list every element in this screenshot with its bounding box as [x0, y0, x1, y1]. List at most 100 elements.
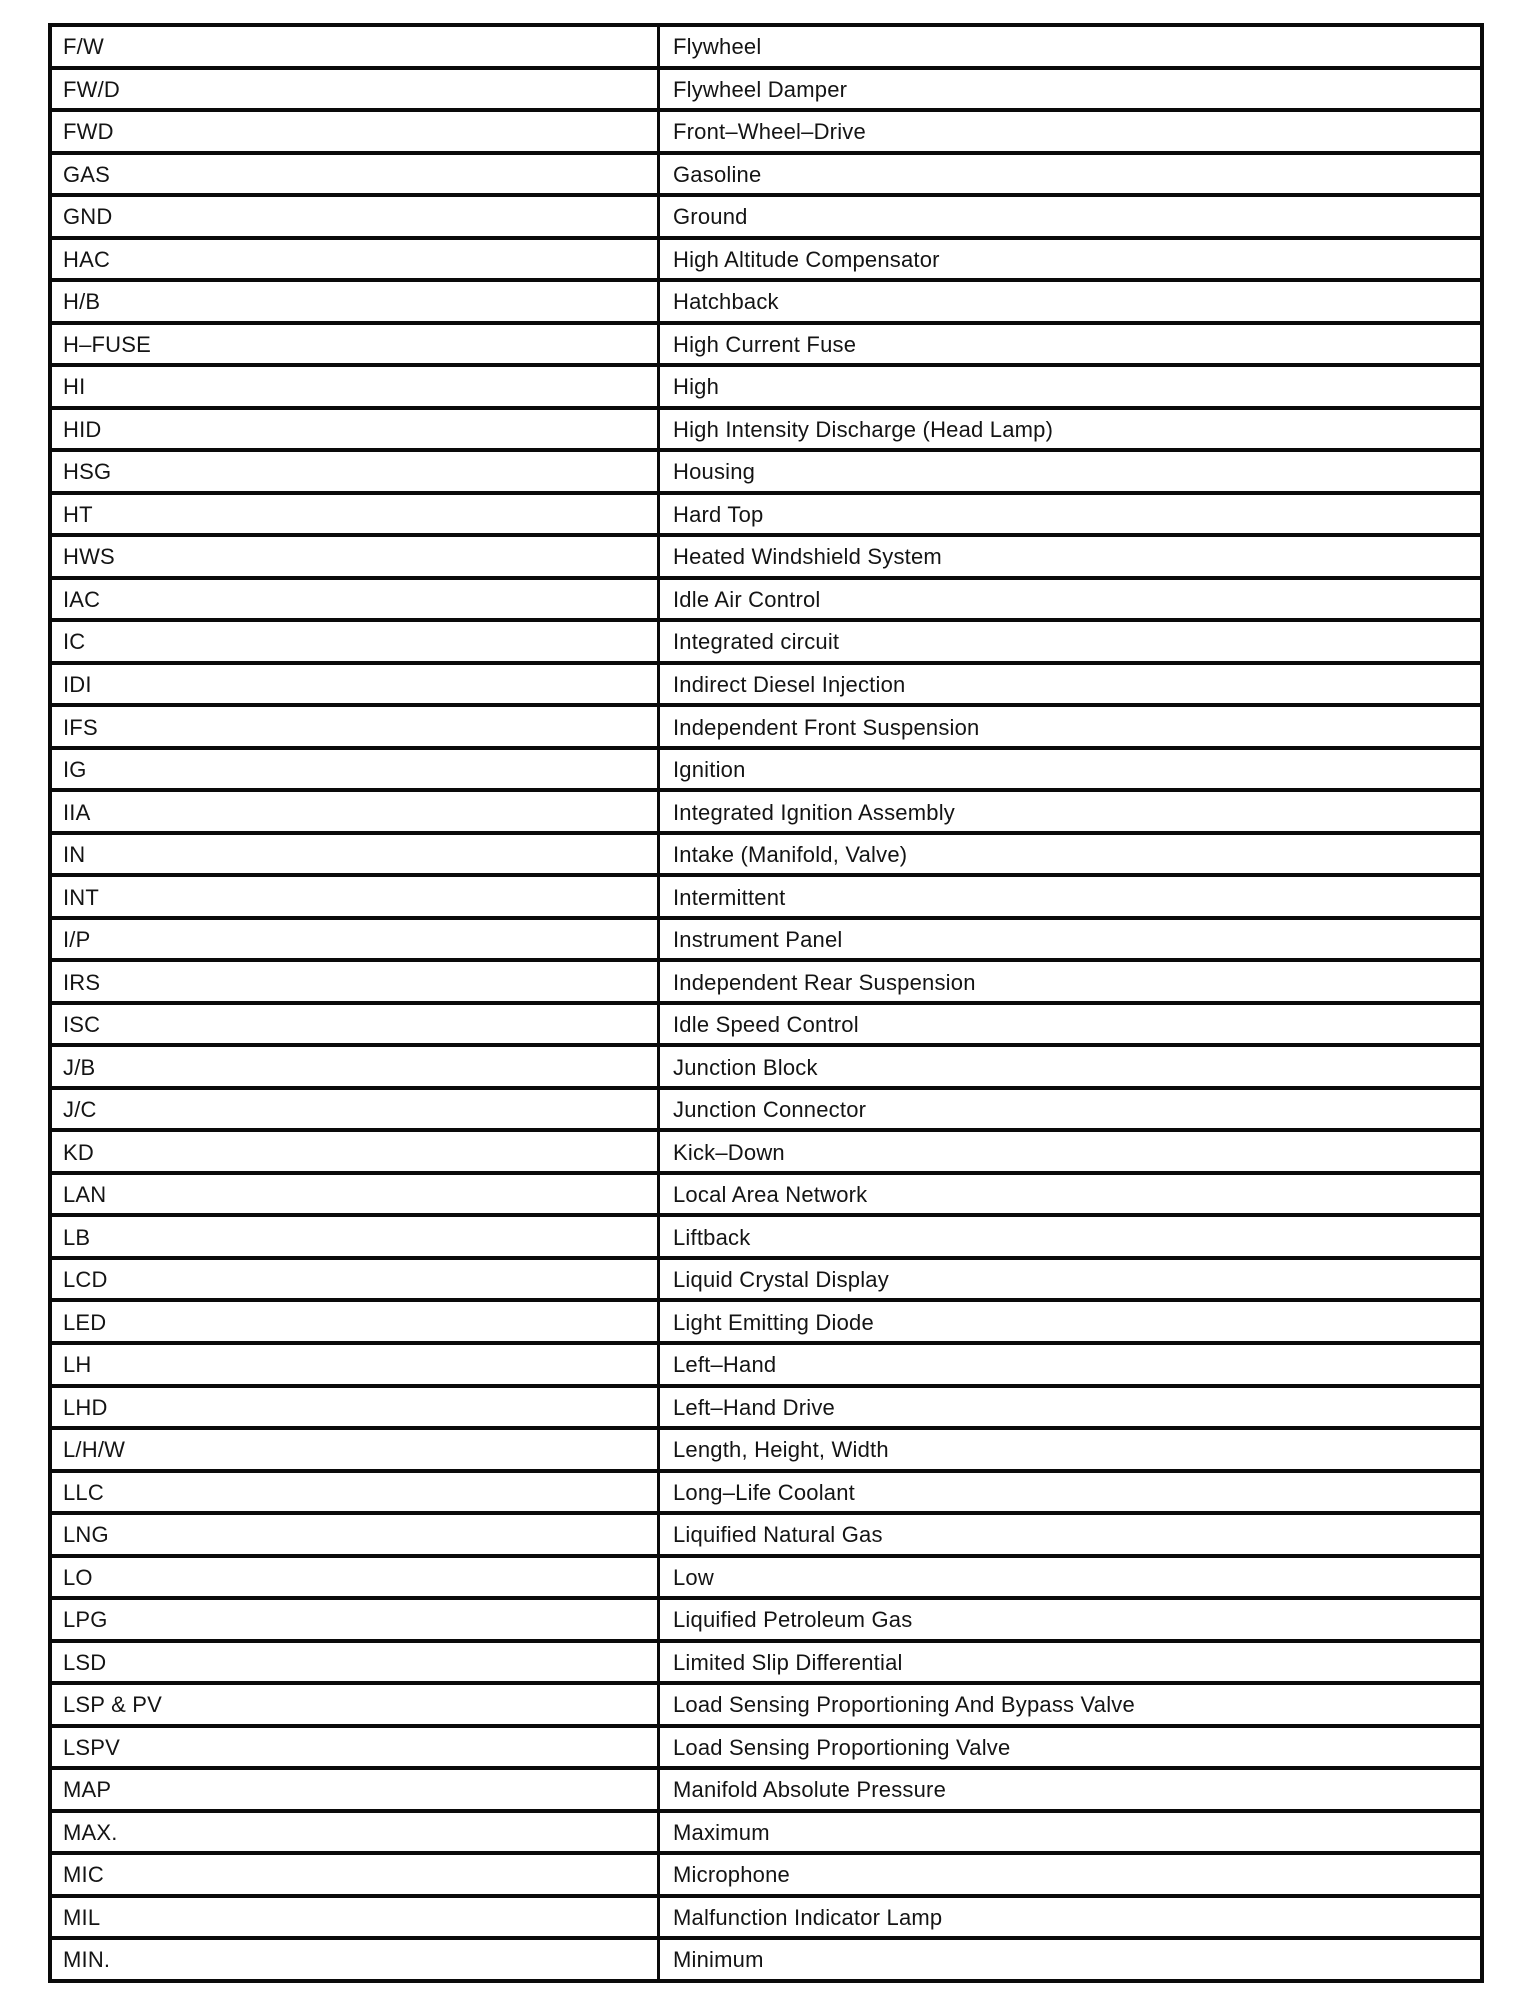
table-row: I/P Instrument Panel — [52, 919, 1480, 963]
table-row: HI High — [52, 367, 1480, 410]
abbreviation-cell: L/H/W — [52, 1430, 660, 1469]
abbreviation-cell: FWD — [52, 112, 660, 151]
table-row: LPG Liquified Petroleum Gas — [52, 1600, 1480, 1643]
meaning-cell: Ground — [673, 204, 748, 230]
abbreviation-cell: IDI — [52, 664, 660, 704]
table-row: J/B Junction Block — [52, 1047, 1480, 1090]
meaning-cell: Length, Height, Width — [673, 1437, 889, 1463]
abbreviation-cell: J/B — [52, 1047, 660, 1086]
meaning-cell: Ignition — [673, 757, 746, 783]
meaning-cell: Limited Slip Differential — [673, 1649, 903, 1675]
table-row: J/C Junction Connector — [52, 1089, 1480, 1133]
meaning-cell: Liquified Natural Gas — [673, 1522, 883, 1548]
meaning-cell: Load Sensing Proportioning And Bypass Va… — [673, 1692, 1135, 1718]
meaning-cell: Local Area Network — [673, 1182, 868, 1208]
meaning-cell: Low — [673, 1564, 714, 1590]
table-row: LHD Left–Hand Drive — [52, 1387, 1480, 1431]
table-row: IAC Idle Air Control — [52, 579, 1480, 623]
table-row: IIA Integrated Ignition Assembly — [52, 792, 1480, 835]
table-row: KD Kick–Down — [52, 1132, 1480, 1175]
meaning-cell: Light Emitting Diode — [673, 1309, 874, 1335]
table-row: HT Hard Top — [52, 494, 1480, 538]
table-row: INT Intermittent — [52, 877, 1480, 920]
abbreviation-cell: ISC — [52, 1004, 660, 1044]
abbreviation-cell: IC — [52, 622, 660, 661]
abbreviation-cell: LNG — [52, 1515, 660, 1554]
meaning-cell: Integrated circuit — [673, 629, 840, 655]
table-row: IRS Independent Rear Suspension — [52, 962, 1480, 1005]
abbreviation-cell: KD — [52, 1132, 660, 1171]
meaning-cell: Independent Rear Suspension — [673, 969, 976, 995]
meaning-cell: High Current Fuse — [673, 331, 857, 357]
table-row: LO Low — [52, 1557, 1480, 1601]
meaning-cell: Load Sensing Proportioning Valve — [673, 1734, 1011, 1760]
abbreviation-cell: LH — [52, 1344, 660, 1384]
abbreviation-cell: LSD — [52, 1642, 660, 1682]
abbreviation-cell: MAX. — [52, 1812, 660, 1852]
meaning-cell: Gasoline — [673, 161, 762, 187]
table-row: F/W Flywheel — [52, 27, 1480, 70]
table-row: H/B Hatchback — [52, 282, 1480, 325]
abbreviation-cell: LHD — [52, 1387, 660, 1427]
meaning-cell: Idle Air Control — [673, 586, 821, 612]
meaning-cell: Liquified Petroleum Gas — [673, 1607, 913, 1633]
meaning-cell: Hatchback — [673, 289, 779, 315]
abbreviation-cell: MIN. — [52, 1940, 660, 1979]
table-row: L/H/W Length, Height, Width — [52, 1430, 1480, 1473]
abbreviation-cell: MIC — [52, 1855, 660, 1894]
table-row: MIC Microphone — [52, 1855, 1480, 1898]
abbreviation-cell: GAS — [52, 154, 660, 194]
abbreviation-cell: IG — [52, 749, 660, 789]
table-row: MAP Manifold Absolute Pressure — [52, 1770, 1480, 1813]
meaning-cell: Hard Top — [673, 501, 764, 527]
meaning-cell: Long–Life Coolant — [673, 1479, 855, 1505]
abbreviation-cell: HI — [52, 367, 660, 406]
table-row: LSD Limited Slip Differential — [52, 1642, 1480, 1686]
table-row: LSP & PV Load Sensing Proportioning And … — [52, 1685, 1480, 1728]
meaning-cell: Maximum — [673, 1819, 770, 1845]
abbreviation-cell: IAC — [52, 579, 660, 619]
meaning-cell: Liftback — [673, 1224, 751, 1250]
abbreviation-cell: LED — [52, 1302, 660, 1341]
abbreviation-cell: LO — [52, 1557, 660, 1597]
abbreviation-cell: FW/D — [52, 69, 660, 109]
table-row: GND Ground — [52, 197, 1480, 240]
abbreviation-cell: LAN — [52, 1174, 660, 1214]
meaning-cell: Liquid Crystal Display — [673, 1267, 889, 1293]
table-row: LB Liftback — [52, 1217, 1480, 1260]
meaning-cell: Kick–Down — [673, 1139, 785, 1165]
abbreviation-cell: HWS — [52, 537, 660, 576]
meaning-cell: Independent Front Suspension — [673, 714, 980, 740]
table-row: IN Intake (Manifold, Valve) — [52, 834, 1480, 878]
abbreviation-cell: H/B — [52, 282, 660, 321]
abbreviation-cell: MIL — [52, 1897, 660, 1937]
abbreviation-cell: LPG — [52, 1600, 660, 1639]
meaning-cell: Instrument Panel — [673, 927, 843, 953]
abbreviation-cell: I/P — [52, 919, 660, 959]
abbreviation-cell: LCD — [52, 1259, 660, 1299]
meaning-cell: Junction Connector — [673, 1097, 867, 1123]
abbreviation-cell: HAC — [52, 239, 660, 279]
table-row: LLC Long–Life Coolant — [52, 1472, 1480, 1516]
meaning-cell: Integrated Ignition Assembly — [673, 799, 955, 825]
meaning-cell: Intake (Manifold, Valve) — [673, 842, 908, 868]
meaning-cell: Microphone — [673, 1862, 790, 1888]
meaning-cell: Manifold Absolute Pressure — [673, 1777, 947, 1803]
meaning-cell: Idle Speed Control — [673, 1012, 859, 1038]
table-row: LH Left–Hand — [52, 1344, 1480, 1388]
meaning-cell: Flywheel Damper — [673, 76, 848, 102]
table-row: LED Light Emitting Diode — [52, 1302, 1480, 1345]
abbreviation-cell: GND — [52, 197, 660, 236]
table-row: IG Ignition — [52, 749, 1480, 793]
meaning-cell: Flywheel — [673, 34, 762, 60]
table-row: FW/D Flywheel Damper — [52, 69, 1480, 113]
abbreviation-cell: MAP — [52, 1770, 660, 1809]
table-row: HSG Housing — [52, 452, 1480, 495]
abbreviation-cell: HSG — [52, 452, 660, 491]
abbreviation-cell: LSP & PV — [52, 1685, 660, 1724]
table-row: ISC Idle Speed Control — [52, 1004, 1480, 1048]
abbreviation-cell: IIA — [52, 792, 660, 831]
table-row: HID High Intensity Discharge (Head Lamp) — [52, 409, 1480, 453]
meaning-cell: Left–Hand Drive — [673, 1394, 835, 1420]
